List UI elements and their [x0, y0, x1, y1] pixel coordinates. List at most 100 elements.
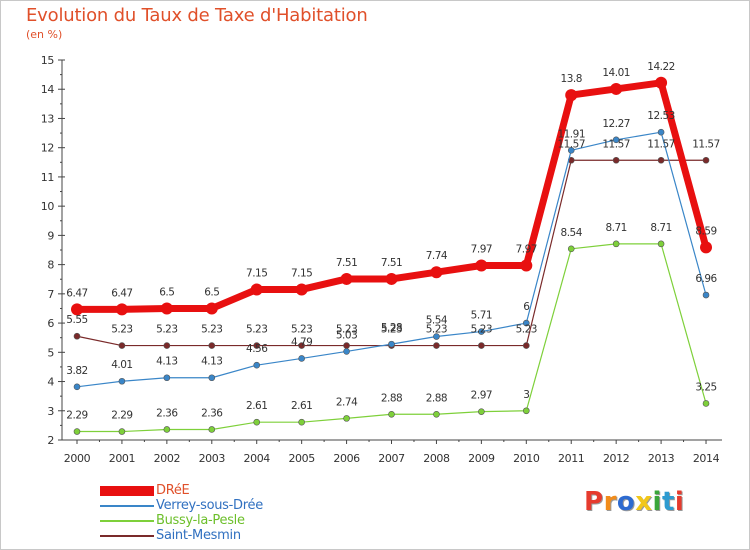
data-point-saint-mesmin: [522, 342, 530, 349]
data-label-dr-e: 8.59: [695, 225, 716, 237]
data-label-dr-e: 7.97: [471, 243, 492, 255]
legend-label: Saint-Mesmin: [156, 528, 241, 543]
data-point-bussy-la-pesle: [118, 428, 126, 435]
data-point-dr-e: [430, 266, 443, 279]
data-point-bussy-la-pesle: [208, 426, 216, 433]
data-point-bussy-la-pesle: [657, 240, 665, 248]
data-point-dr-e: [475, 259, 488, 272]
legend-swatch: [100, 520, 154, 522]
data-label-bussy-la-pesle: 2.36: [156, 407, 178, 419]
legend-swatch: [100, 505, 154, 507]
y-tick-label: 3: [47, 405, 54, 418]
data-point-bussy-la-pesle: [163, 426, 171, 433]
data-point-verrey-sous-dr-e: [298, 355, 305, 362]
data-point-dr-e: [160, 302, 173, 315]
data-label-dr-e: 7.51: [381, 257, 402, 269]
data-label-bussy-la-pesle: 3: [523, 389, 529, 401]
x-tick-label: 2010: [513, 452, 540, 465]
y-tick-label: 13: [41, 112, 55, 125]
y-tick-label: 4: [47, 376, 54, 389]
data-label-saint-mesmin: 5.23: [201, 324, 222, 336]
x-tick-label: 2000: [64, 452, 91, 465]
chart-series: [71, 76, 713, 435]
data-label-bussy-la-pesle: 3.25: [695, 381, 716, 393]
x-tick-label: 2012: [603, 452, 629, 465]
data-point-saint-mesmin: [253, 342, 261, 349]
data-label-verrey-sous-dr-e: 4.13: [201, 356, 222, 368]
y-tick-label: 7: [47, 288, 54, 301]
data-label-verrey-sous-dr-e: 4.01: [111, 359, 132, 371]
data-point-bussy-la-pesle: [298, 418, 305, 426]
data-label-dr-e: 14.01: [602, 67, 630, 79]
data-point-saint-mesmin: [657, 156, 665, 164]
data-point-bussy-la-pesle: [478, 408, 485, 415]
data-label-bussy-la-pesle: 2.61: [246, 400, 267, 412]
x-tick-label: 2013: [648, 452, 675, 465]
data-label-dr-e: 7.74: [426, 250, 448, 262]
data-label-bussy-la-pesle: 2.36: [201, 407, 223, 419]
data-label-dr-e: 7.15: [291, 267, 312, 279]
data-point-saint-mesmin: [208, 342, 216, 349]
data-label-dr-e: 6.47: [66, 287, 87, 299]
data-label-verrey-sous-dr-e: 5.71: [471, 310, 492, 322]
data-label-saint-mesmin: 5.23: [291, 324, 312, 336]
data-label-dr-e: 6.47: [111, 287, 132, 299]
chart-title: Evolution du Taux de Taxe d'Habitation: [26, 5, 368, 26]
data-point-verrey-sous-dr-e: [343, 348, 350, 355]
data-point-saint-mesmin: [118, 342, 126, 349]
data-point-dr-e: [700, 241, 713, 254]
logo-letter: i: [652, 487, 662, 517]
data-label-dr-e: 14.22: [647, 61, 675, 73]
data-label-dr-e: 7.51: [336, 257, 357, 269]
data-point-bussy-la-pesle: [702, 400, 710, 407]
data-point-saint-mesmin: [702, 156, 710, 164]
data-label-verrey-sous-dr-e: 4.79: [291, 336, 312, 348]
data-point-verrey-sous-dr-e: [208, 374, 216, 382]
logo-letter: t: [661, 487, 675, 517]
data-point-verrey-sous-dr-e: [433, 333, 440, 340]
data-point-dr-e: [295, 283, 308, 296]
data-label-saint-mesmin: 5.23: [246, 324, 267, 336]
data-label-dr-e: 6.5: [204, 286, 219, 298]
data-point-dr-e: [71, 303, 83, 316]
data-point-verrey-sous-dr-e: [478, 328, 485, 335]
data-point-dr-e: [340, 272, 353, 285]
legend-item: Saint-Mesmin: [100, 528, 360, 544]
x-tick-label: 2008: [423, 452, 450, 465]
legend-label: Bussy-la-Pesle: [156, 513, 245, 528]
data-label-saint-mesmin: 5.23: [471, 324, 492, 336]
data-label-bussy-la-pesle: 2.88: [426, 392, 447, 404]
data-label-verrey-sous-dr-e: 11.91: [557, 128, 585, 140]
x-tick-label: 2002: [154, 452, 180, 465]
x-tick-label: 2004: [244, 452, 271, 465]
y-tick-label: 11: [41, 171, 54, 184]
data-label-bussy-la-pesle: 2.97: [471, 390, 492, 402]
data-label-bussy-la-pesle: 2.88: [381, 392, 402, 404]
data-point-saint-mesmin: [343, 342, 350, 349]
data-point-verrey-sous-dr-e: [73, 383, 81, 391]
logo-letter: r: [603, 487, 617, 517]
data-label-dr-e: 13.8: [561, 73, 582, 85]
data-point-verrey-sous-dr-e: [253, 361, 261, 369]
chart-data-labels: 6.47 6.47 6.5 6.5 7.15 7.15 7.51 7.51 7.74 7.97 7.…: [66, 61, 720, 422]
data-point-bussy-la-pesle: [522, 407, 530, 415]
y-tick-label: 14: [41, 83, 55, 96]
data-label-verrey-sous-dr-e: 6: [523, 301, 530, 313]
data-point-bussy-la-pesle: [343, 415, 350, 422]
data-label-bussy-la-pesle: 2.29: [66, 410, 87, 422]
x-tick-label: 2005: [288, 452, 315, 465]
data-point-saint-mesmin: [433, 342, 440, 349]
data-label-verrey-sous-dr-e: 5.54: [426, 315, 448, 327]
data-point-saint-mesmin: [163, 342, 171, 349]
data-label-saint-mesmin: 5.23: [336, 324, 357, 336]
data-point-dr-e: [610, 82, 623, 95]
x-tick-label: 2006: [333, 452, 360, 465]
data-label-saint-mesmin: 11.57: [692, 138, 720, 150]
data-label-bussy-la-pesle: 2.29: [111, 410, 132, 422]
data-label-verrey-sous-dr-e: 5.28: [381, 322, 402, 334]
data-label-saint-mesmin: 11.57: [647, 138, 675, 150]
data-label-bussy-la-pesle: 2.74: [336, 396, 358, 408]
data-label-verrey-sous-dr-e: 4.13: [156, 356, 177, 368]
